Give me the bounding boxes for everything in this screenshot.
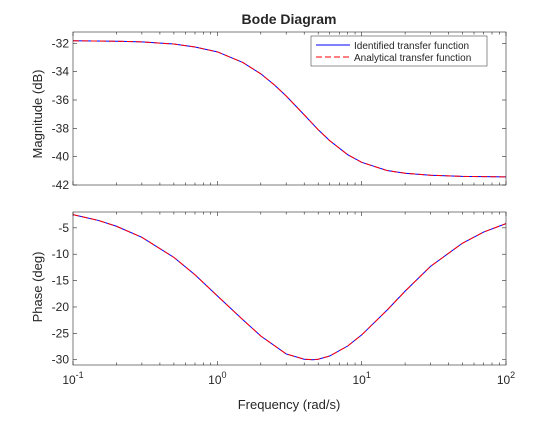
xtick-label-exponent: 2 <box>510 370 515 380</box>
phase-ytick-label: -30 <box>52 353 70 367</box>
magnitude-ytick-label: -38 <box>52 121 70 135</box>
x-axis-label: Frequency (rad/s) <box>238 397 341 412</box>
magnitude-ytick-label: -42 <box>52 178 70 192</box>
legend-label-identified: Identified transfer function <box>354 41 469 52</box>
phase-xtick-label: 102 <box>497 370 515 387</box>
magnitude-axes-box <box>72 31 507 186</box>
phase-axes: -30-25-20-15-10-510-1 100 101 102 <box>52 211 515 387</box>
magnitude-y-axis-label: Magnitude (dB) <box>30 70 45 159</box>
phase-y-axis-label: Phase (deg) <box>30 252 45 323</box>
xtick-label-base: 10 <box>497 373 511 387</box>
phase-xtick-label: 100 <box>208 370 226 387</box>
magnitude-ytick-label: -40 <box>52 150 70 164</box>
phase-plot-area <box>73 212 506 365</box>
xtick-label-base: 10 <box>62 373 76 387</box>
xtick-label-exponent: 1 <box>366 370 371 380</box>
magnitude-ytick-label: -34 <box>52 65 70 79</box>
xtick-label-exponent: -1 <box>76 370 84 380</box>
phase-xtick-label: 101 <box>352 370 370 387</box>
legend: Identified transfer function Analytical … <box>310 35 488 67</box>
magnitude-series-analytical <box>72 40 507 178</box>
phase-ytick-label: -10 <box>52 247 70 261</box>
chart-title: Bode Diagram <box>242 11 337 27</box>
legend-label-analytical: Analytical transfer function <box>354 53 471 64</box>
phase-ytick-label: -20 <box>52 300 70 314</box>
magnitude-ytick-label: -36 <box>52 93 70 107</box>
xtick-label-exponent: 0 <box>222 370 227 380</box>
phase-ytick-label: -5 <box>58 221 69 235</box>
xtick-label-base: 10 <box>208 373 222 387</box>
magnitude-ytick-label: -32 <box>52 36 70 50</box>
xtick-label-base: 10 <box>352 373 366 387</box>
phase-series-analytical <box>72 214 507 361</box>
legend-box <box>310 35 488 67</box>
phase-xtick-label: 10-1 <box>62 370 83 387</box>
phase-ytick-label: -15 <box>52 274 70 288</box>
phase-axes-box <box>72 211 507 366</box>
phase-ytick-label: -25 <box>52 326 70 340</box>
